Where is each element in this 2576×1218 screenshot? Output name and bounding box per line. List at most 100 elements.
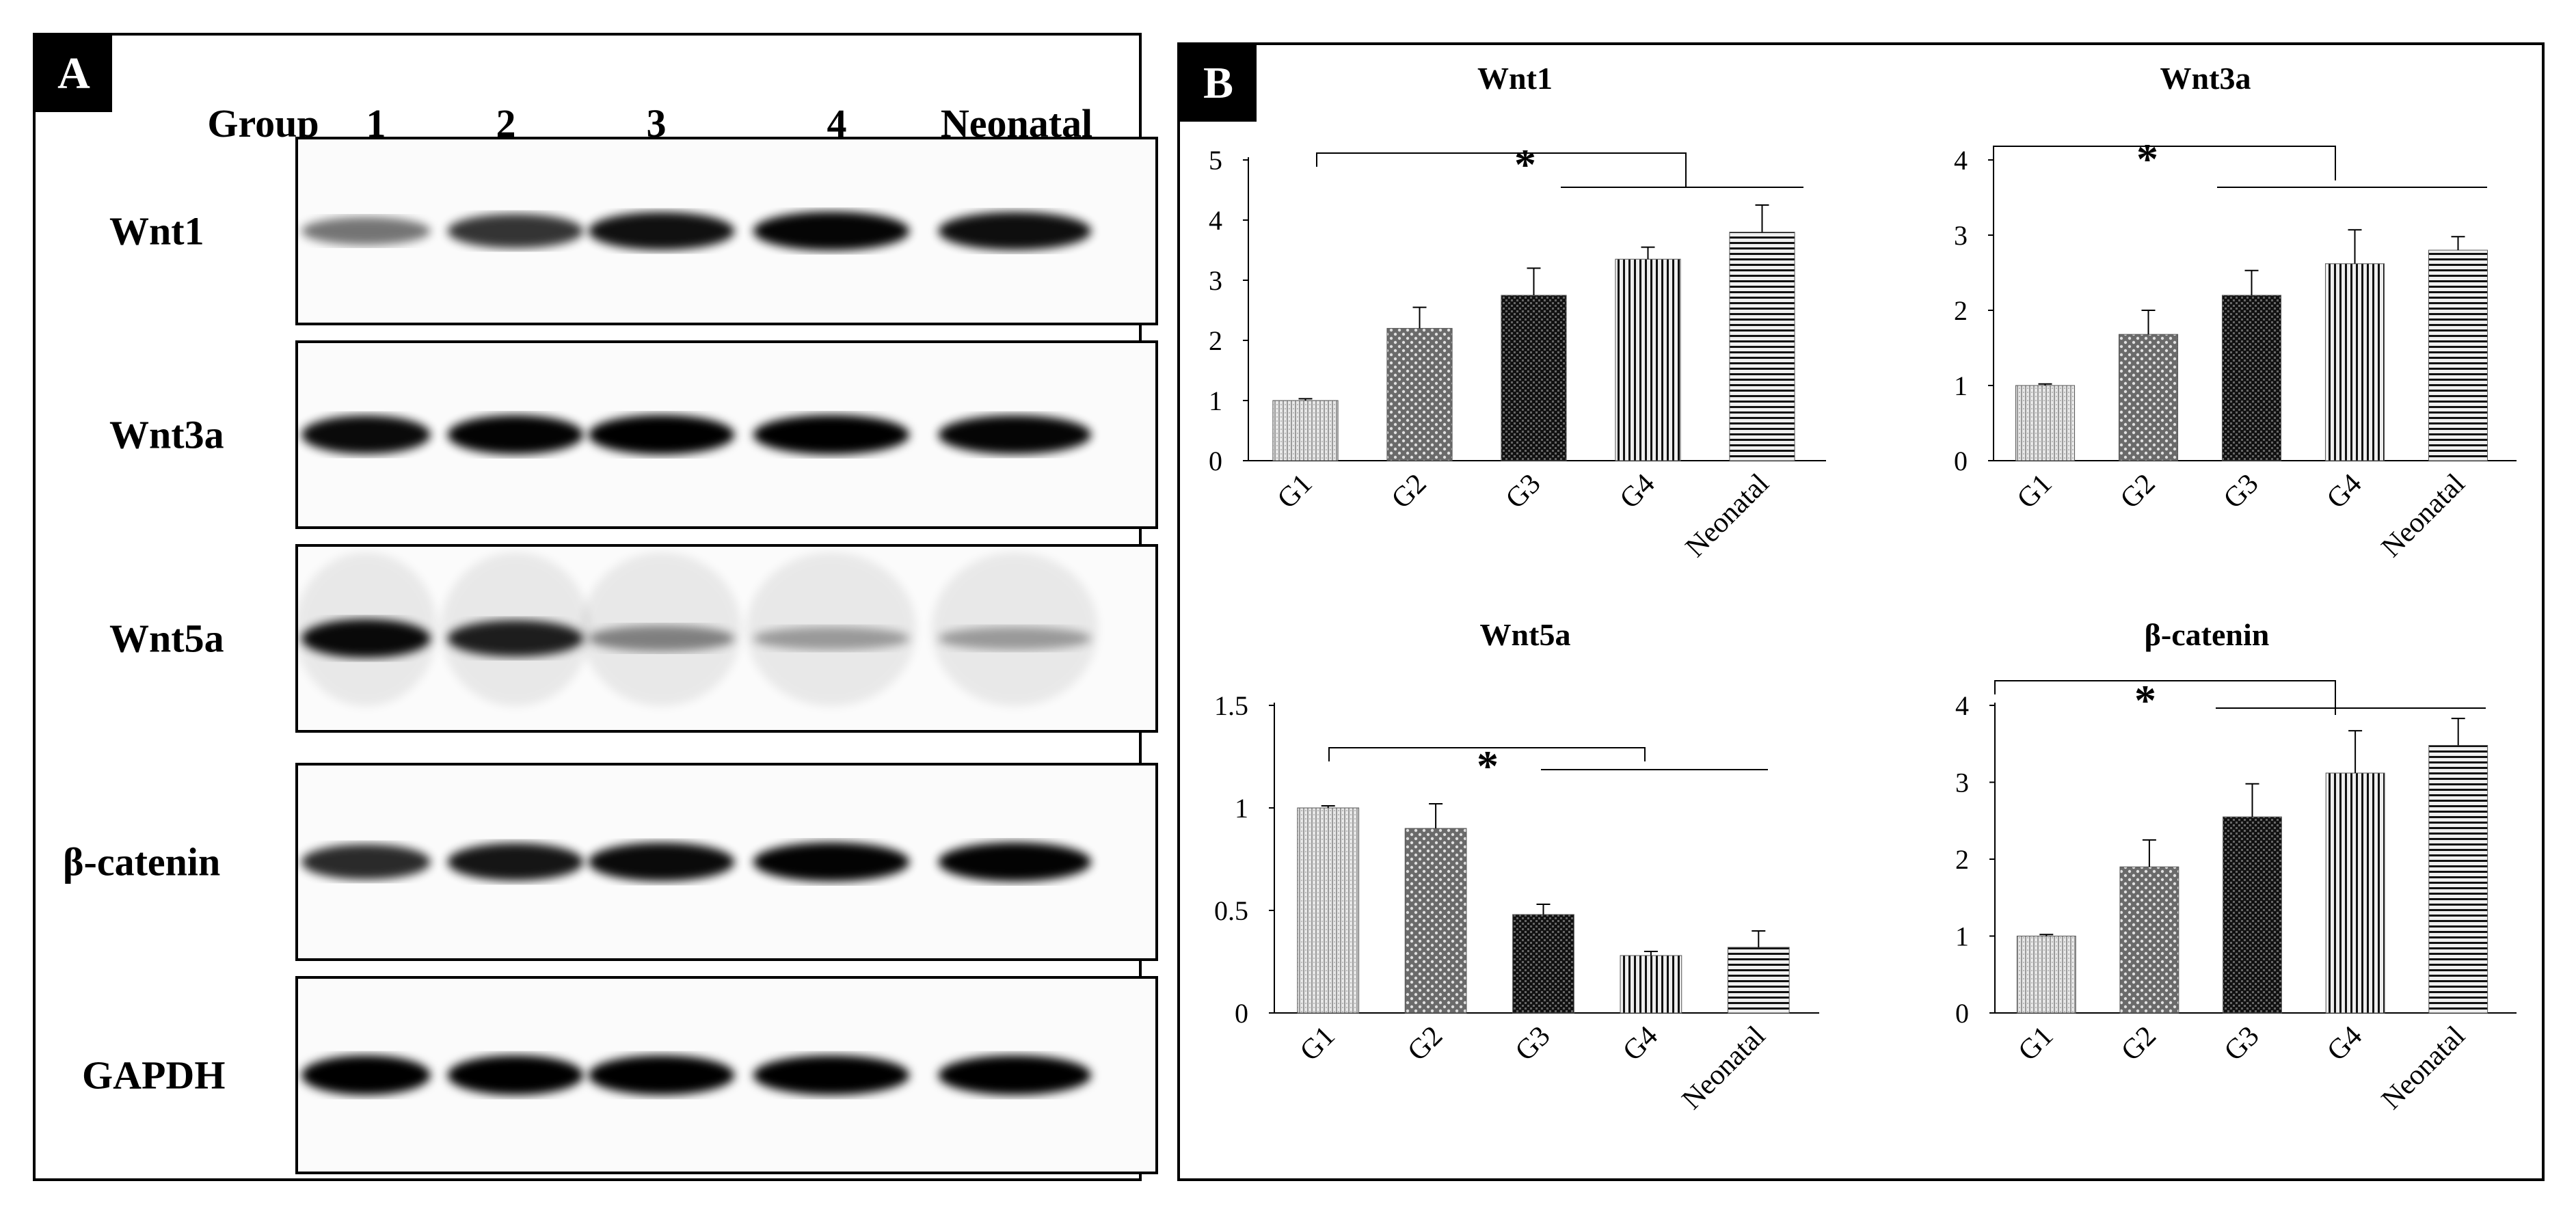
blot-label-wnt5a: Wnt5a xyxy=(109,616,224,661)
bar xyxy=(2325,772,2385,1014)
x-tick-label: G2 xyxy=(2115,468,2162,515)
significance-bracket xyxy=(1328,747,1646,761)
blot-band xyxy=(938,1055,1092,1096)
blot-label-catenin: β-catenin xyxy=(63,839,221,884)
blot-membrane-catenin xyxy=(295,763,1158,961)
x-tick-label: G1 xyxy=(2013,1020,2060,1068)
y-tick-label: 3 xyxy=(1955,768,1969,798)
y-tick-label: 3 xyxy=(1954,220,1968,251)
blot-band xyxy=(938,626,1092,651)
bar xyxy=(2015,385,2076,461)
significance-bracket xyxy=(1316,152,1687,187)
bar xyxy=(2016,936,2076,1014)
x-tick-label: Neonatal xyxy=(1680,468,1775,564)
bar xyxy=(1404,828,1467,1014)
blot-band xyxy=(753,1055,910,1096)
y-tick-label: 2 xyxy=(1954,295,1968,326)
bar xyxy=(1272,400,1339,461)
x-tick-label: G3 xyxy=(2218,468,2265,515)
x-tick-label: G4 xyxy=(1614,468,1661,515)
chart-title: β-catenin xyxy=(2145,617,2270,652)
bar xyxy=(2428,249,2488,461)
y-tick-label: 1 xyxy=(1235,793,1248,824)
panel-b-letter: B xyxy=(1180,45,1257,122)
significance-bracket xyxy=(1994,680,2336,715)
bar xyxy=(2428,745,2488,1014)
blot-band xyxy=(938,415,1092,455)
blot-band xyxy=(938,211,1092,251)
panel-b: B Wnt1 0 1 2 3 4 5 G1 G2 G3 G4 Neonatal * Wnt3a 0 1 2 3 4 G… xyxy=(1177,42,2545,1181)
significance-star: * xyxy=(2136,135,2158,183)
y-tick-label: 1 xyxy=(1955,921,1969,952)
y-tick-label: 4 xyxy=(1209,205,1222,236)
panel-a: A Group 1 2 3 4 Neonatal Wnt1 Wnt3a Wnt5a β… xyxy=(33,33,1158,1181)
header-lane-4: 4 xyxy=(827,101,847,146)
y-tick-label: 0 xyxy=(1209,446,1222,476)
x-tick-label: Neonatal xyxy=(1676,1020,1772,1116)
bar xyxy=(1297,807,1360,1014)
blot-label-wnt3a: Wnt3a xyxy=(109,412,224,457)
x-tick-label: G4 xyxy=(1617,1020,1664,1068)
blot-band xyxy=(753,211,910,251)
x-tick-label: Neonatal xyxy=(2376,1020,2471,1116)
chart-title: Wnt1 xyxy=(1477,61,1553,96)
y-tick-label: 0 xyxy=(1235,998,1248,1029)
y-tick-label: 1 xyxy=(1209,385,1222,416)
blot-band xyxy=(588,625,735,652)
blot-band xyxy=(588,212,735,250)
bar xyxy=(1620,955,1682,1014)
header-group: Group xyxy=(207,101,319,146)
x-tick-label: G2 xyxy=(1401,1020,1449,1068)
blot-band xyxy=(447,415,584,455)
bar xyxy=(1512,914,1574,1014)
y-tick-label: 1 xyxy=(1954,370,1968,401)
x-tick-label: Neonatal xyxy=(2376,468,2471,564)
blot-band xyxy=(301,843,431,880)
bar xyxy=(2221,295,2282,461)
bar xyxy=(1615,258,1681,461)
x-tick-label: G4 xyxy=(2321,468,2368,515)
blot-band xyxy=(938,842,1092,882)
bar xyxy=(2119,866,2179,1014)
y-tick-label: 1.5 xyxy=(1214,690,1248,721)
bar xyxy=(1501,295,1567,461)
x-tick-label: G1 xyxy=(1272,468,1319,515)
bar xyxy=(1386,327,1453,461)
blot-membrane-wnt5a xyxy=(295,544,1158,733)
x-tick-label: G1 xyxy=(2011,468,2058,515)
header-lane-neonatal: Neonatal xyxy=(940,101,1093,146)
blot-band xyxy=(301,217,431,245)
bar xyxy=(1727,947,1790,1014)
x-tick-label: G2 xyxy=(1386,468,1433,515)
bar xyxy=(2118,334,2179,461)
y-tick-label: 3 xyxy=(1209,265,1222,296)
blot-band xyxy=(588,414,735,455)
blot-membrane-gapdh xyxy=(295,976,1158,1174)
bar xyxy=(2324,263,2385,461)
blot-band xyxy=(447,843,584,881)
x-tick-label: G2 xyxy=(2115,1020,2162,1068)
y-tick-label: 4 xyxy=(1954,145,1968,176)
blot-band xyxy=(301,619,431,658)
blot-band xyxy=(301,415,431,455)
blot-band xyxy=(301,1055,431,1096)
x-tick-label: G3 xyxy=(1500,468,1547,515)
blot-membrane-wnt1 xyxy=(295,137,1158,325)
blot-membrane-wnt3a xyxy=(295,340,1158,529)
y-tick-label: 0.5 xyxy=(1214,895,1248,926)
header-lane-2: 2 xyxy=(496,101,516,146)
y-tick-label: 4 xyxy=(1955,690,1969,721)
panel-a-letter: A xyxy=(36,36,112,112)
significance-star: * xyxy=(2134,676,2156,725)
blot-label-gapdh: GAPDH xyxy=(82,1053,226,1098)
significance-star: * xyxy=(1514,140,1536,189)
y-tick-label: 2 xyxy=(1955,844,1969,875)
blot-band xyxy=(588,1055,735,1096)
blot-band xyxy=(447,1055,584,1096)
bar xyxy=(1729,232,1795,461)
blot-band xyxy=(753,842,910,882)
blot-label-wnt1: Wnt1 xyxy=(109,208,204,254)
significance-bracket xyxy=(1993,146,2336,180)
bar xyxy=(2223,816,2282,1014)
